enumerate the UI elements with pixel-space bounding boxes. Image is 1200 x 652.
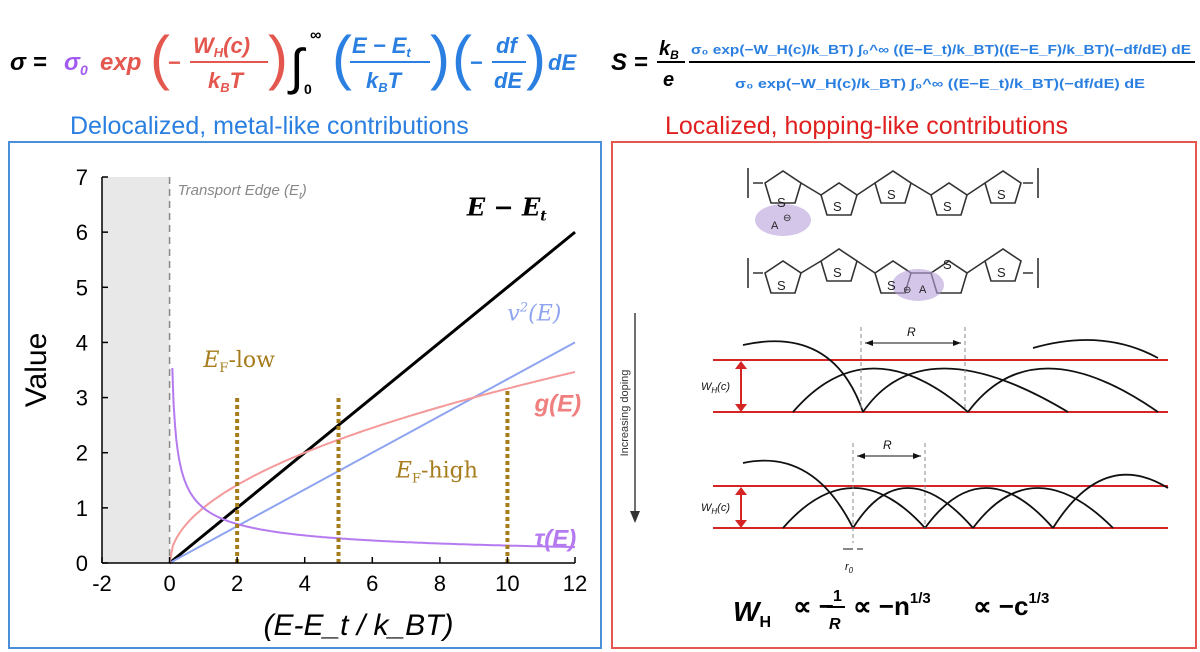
seebeck-numerator: σ₀ exp(−W_H(c)/k_BT) ∫₀^∞ ((E−E_t)/k_BT)… bbox=[691, 42, 1191, 57]
y-tick-label: 6 bbox=[76, 220, 88, 245]
svg-text:∝ −n1/3: ∝ −n1/3 bbox=[853, 590, 931, 621]
svg-text:S: S bbox=[833, 199, 842, 214]
svg-text:A: A bbox=[919, 284, 927, 296]
svg-text:A: A bbox=[771, 220, 779, 232]
ef-low-label: EF-low bbox=[202, 348, 275, 376]
svg-text:): ) bbox=[526, 24, 546, 91]
series-g bbox=[168, 371, 576, 564]
right-caption: Localized, hopping-like contributions bbox=[665, 112, 1069, 140]
x-tick-label: 12 bbox=[563, 571, 587, 596]
svg-text:dE: dE bbox=[494, 68, 523, 93]
v2-series-label: v2(E) bbox=[507, 300, 561, 326]
svg-text:S: S bbox=[943, 257, 952, 272]
doping-label: Increasing doping bbox=[619, 370, 631, 457]
svg-text:∞: ∞ bbox=[310, 27, 321, 44]
polymer-chain-bottom bbox=[747, 248, 1039, 294]
sigma0: σ bbox=[64, 49, 81, 76]
svg-text:1: 1 bbox=[833, 588, 842, 605]
x-tick-label: 6 bbox=[366, 571, 378, 596]
y-tick-label: 4 bbox=[76, 330, 88, 355]
x-axis-label: (E-E_t / k_BT) bbox=[263, 609, 453, 642]
y-tick-label: 3 bbox=[76, 386, 88, 411]
ef-high-label: EF-high bbox=[395, 459, 478, 487]
svg-text:∝ −c1/3: ∝ −c1/3 bbox=[973, 590, 1049, 621]
delocalized-panel: Transport Edge (Et) -2 0 2 4 6 8 10 12 0 1 2 3 4 5 6 7 … bbox=[8, 141, 602, 649]
hopping-formula: WH ∝ − 1 R ∝ −n1/3 ∝ −c1/3 bbox=[733, 588, 1049, 633]
svg-text:(: ( bbox=[150, 24, 170, 91]
x-tick-label: 2 bbox=[231, 571, 243, 596]
svg-text:e: e bbox=[663, 69, 674, 91]
transport-edge-label: Transport Edge (Et) bbox=[178, 182, 307, 202]
svg-text:(: ( bbox=[452, 24, 472, 91]
anion-cloud-bottom bbox=[892, 269, 944, 301]
svg-text:S: S bbox=[943, 199, 952, 214]
y-tick-label: 5 bbox=[76, 275, 88, 300]
svg-text:S: S bbox=[887, 278, 896, 293]
x-tick-label: 8 bbox=[434, 571, 446, 596]
svg-text:dE: dE bbox=[548, 50, 577, 75]
polymer-chain-top bbox=[747, 168, 1039, 216]
series-linear bbox=[168, 230, 576, 565]
g-series-label: g(E) bbox=[533, 390, 581, 417]
svg-text:kBT: kBT bbox=[366, 68, 403, 95]
svg-text:⊖: ⊖ bbox=[903, 285, 911, 296]
svg-text:WH: WH bbox=[733, 596, 771, 631]
lower-hopping-set: R WH(c) r0 bbox=[701, 438, 1169, 575]
svg-text:WH(c): WH(c) bbox=[701, 502, 730, 516]
series-v2 bbox=[169, 341, 576, 564]
x-tick-label: 0 bbox=[163, 571, 175, 596]
svg-text:S =: S = bbox=[611, 49, 648, 76]
svg-text:S: S bbox=[997, 265, 1006, 280]
svg-text:σ0: σ0 bbox=[64, 49, 88, 78]
svg-text:∫: ∫ bbox=[287, 39, 307, 95]
localized-panel: S S S S S A ⊖ S S S S S bbox=[611, 141, 1197, 649]
seebeck-equation: S = kB e σ₀ exp(−W_H(c)/k_BT) ∫₀^∞ ((E−E… bbox=[611, 38, 1195, 91]
svg-text:S: S bbox=[997, 187, 1006, 202]
svg-text:df: df bbox=[496, 33, 519, 58]
conductivity-equation: σ = σ0 exp ( − WH(c) kBT ) ∫ ∞ 0 ( E − E… bbox=[10, 24, 577, 97]
y-tick-label: 2 bbox=[76, 441, 88, 466]
sigma-lhs: σ = bbox=[10, 49, 47, 76]
x-tick-label: 10 bbox=[495, 571, 519, 596]
y-tick-label: 7 bbox=[76, 165, 88, 190]
left-caption: Delocalized, metal-like contributions bbox=[70, 112, 469, 140]
svg-text:kB: kB bbox=[659, 38, 679, 62]
hopping-diagram: S S S S S A ⊖ S S S S S bbox=[619, 168, 1169, 633]
svg-text:R: R bbox=[829, 616, 841, 633]
svg-text:⊖: ⊖ bbox=[783, 213, 791, 224]
svg-text:(: ( bbox=[332, 24, 352, 91]
transport-chart: Transport Edge (Et) -2 0 2 4 6 8 10 1201234567 … bbox=[20, 165, 587, 642]
anion-cloud-top bbox=[755, 204, 811, 236]
svg-text:−: − bbox=[168, 50, 181, 75]
upper-hopping-set: R WH(c) bbox=[701, 325, 1168, 413]
svg-text:S: S bbox=[777, 278, 786, 293]
svg-text:WH(c): WH(c) bbox=[193, 33, 250, 60]
svg-text:S: S bbox=[887, 187, 896, 202]
x-tick-label: 4 bbox=[299, 571, 311, 596]
svg-text:kBT: kBT bbox=[208, 68, 245, 95]
exp-label: exp bbox=[100, 49, 141, 76]
svg-text:WH(c): WH(c) bbox=[701, 381, 730, 395]
svg-text:R: R bbox=[883, 438, 892, 452]
shaded-gap-region bbox=[102, 177, 170, 563]
tau-series-label: τ(E) bbox=[534, 525, 576, 552]
svg-text:): ) bbox=[268, 24, 288, 91]
svg-text:S: S bbox=[833, 265, 842, 280]
svg-text:r0: r0 bbox=[845, 561, 854, 575]
y-axis-label: Value bbox=[20, 333, 53, 408]
svg-text:S: S bbox=[777, 195, 786, 210]
linear-series-label: E − Et bbox=[466, 193, 547, 225]
svg-text:): ) bbox=[430, 24, 450, 91]
svg-text:R: R bbox=[907, 325, 916, 339]
y-tick-label: 0 bbox=[76, 551, 88, 576]
seebeck-denominator: σ₀ exp(−W_H(c)/k_BT) ∫₀^∞ ((E−E_t)/k_BT)… bbox=[735, 76, 1145, 91]
svg-text:E − Et: E − Et bbox=[352, 33, 411, 60]
x-tick-label: -2 bbox=[92, 571, 112, 596]
y-tick-label: 1 bbox=[76, 496, 88, 521]
svg-text:0: 0 bbox=[304, 81, 312, 97]
svg-text:−: − bbox=[470, 50, 483, 75]
